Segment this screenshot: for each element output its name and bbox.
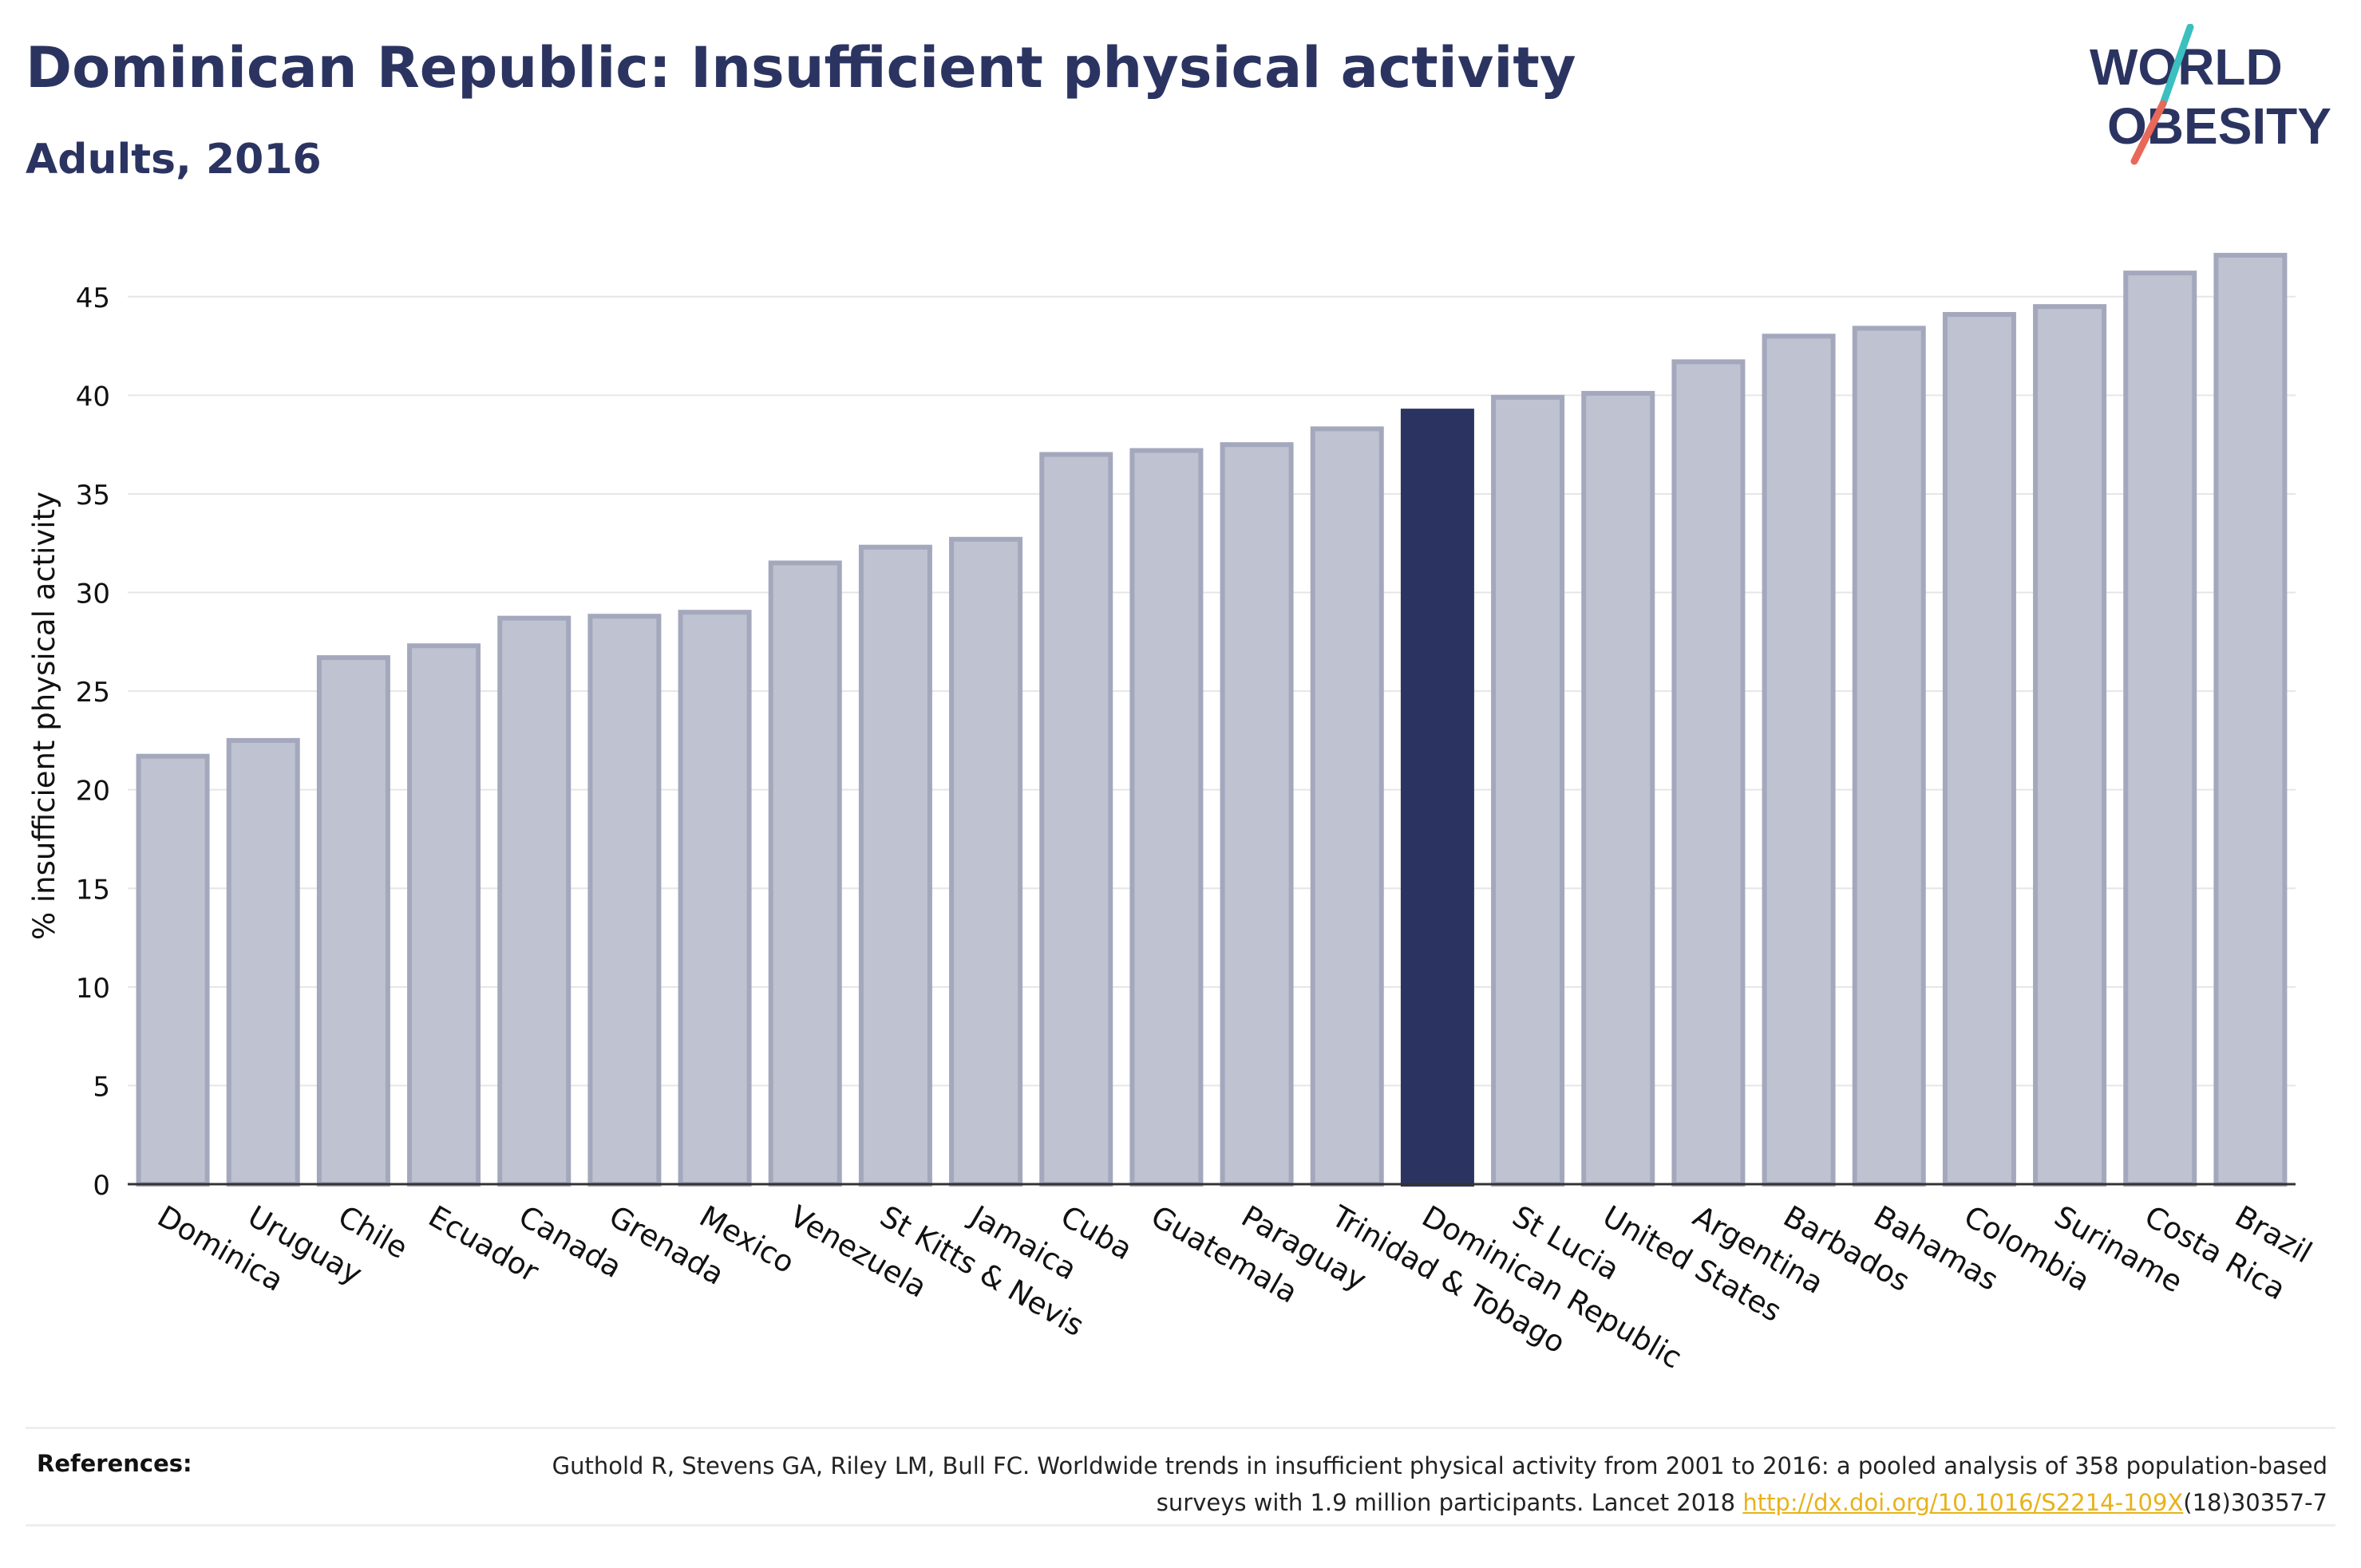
y-tick-label: 25 bbox=[76, 677, 110, 709]
logo-slash-teal bbox=[2159, 24, 2194, 108]
reference-doi-suffix: (18)30357-7 bbox=[2183, 1489, 2327, 1516]
bar bbox=[2033, 304, 2107, 1187]
bar bbox=[1491, 394, 1565, 1187]
references-text: Guthold R, Stevens GA, Riley LM, Bull FC… bbox=[492, 1448, 2327, 1521]
bar bbox=[858, 544, 932, 1187]
bar bbox=[1310, 426, 1384, 1187]
references-label: References: bbox=[37, 1450, 192, 1477]
bar bbox=[2213, 252, 2288, 1187]
y-tick-label: 30 bbox=[76, 579, 110, 610]
bar bbox=[1852, 326, 1926, 1187]
reference-citation: Guthold R, Stevens GA, Riley LM, Bull FC… bbox=[552, 1452, 2327, 1516]
references-bottom-rule bbox=[26, 1524, 2335, 1527]
page-subtitle: Adults, 2016 bbox=[26, 136, 322, 184]
bar bbox=[587, 614, 662, 1187]
bar bbox=[1129, 448, 1204, 1187]
bar bbox=[497, 615, 571, 1187]
bar bbox=[136, 753, 210, 1187]
bar bbox=[316, 655, 390, 1187]
bar bbox=[407, 643, 481, 1187]
bar bbox=[1671, 359, 1746, 1187]
y-tick-label: 35 bbox=[76, 480, 110, 511]
bar bbox=[2123, 271, 2197, 1187]
bar bbox=[1039, 452, 1113, 1187]
y-tick-label: 15 bbox=[76, 874, 110, 906]
y-tick-label: 5 bbox=[93, 1071, 110, 1103]
y-tick-label: 40 bbox=[76, 381, 110, 413]
reference-doi-link[interactable]: http://dx.doi.org/10.1016/S2214-109X bbox=[1742, 1489, 2184, 1516]
y-tick-label: 0 bbox=[93, 1170, 110, 1202]
gridlines bbox=[128, 295, 2296, 1087]
bars bbox=[136, 252, 2288, 1187]
bar bbox=[768, 560, 842, 1187]
bar bbox=[1581, 390, 1655, 1187]
bar bbox=[949, 536, 1023, 1187]
bar-highlighted bbox=[1400, 409, 1474, 1187]
y-tick-label: 10 bbox=[76, 973, 110, 1005]
bar bbox=[1220, 442, 1294, 1187]
y-tick-labels: 0 5 10 15 20 25 30 35 40 45 bbox=[76, 282, 110, 1202]
y-tick-label: 20 bbox=[76, 776, 110, 808]
bar bbox=[226, 737, 300, 1187]
bar bbox=[678, 610, 752, 1187]
bar bbox=[1942, 312, 2016, 1187]
references-top-rule bbox=[26, 1427, 2335, 1429]
page-title: Dominican Republic: Insufficient physica… bbox=[26, 35, 1576, 101]
world-obesity-logo: WORLD OBESITY bbox=[2090, 24, 2331, 165]
y-tick-label: 45 bbox=[76, 282, 110, 314]
y-axis-label: % insufficient physical activity bbox=[27, 492, 61, 940]
logo-slash-coral bbox=[2130, 100, 2167, 165]
bar bbox=[1762, 334, 1836, 1187]
